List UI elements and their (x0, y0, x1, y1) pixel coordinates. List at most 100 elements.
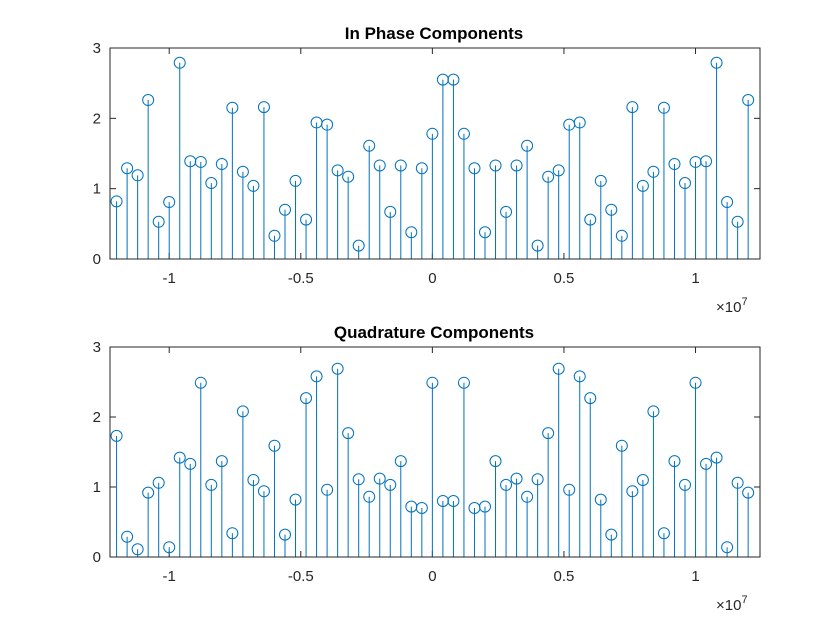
in-phase-stem-marker (605, 203, 618, 216)
quadrature-y-tick-label: 2 (93, 409, 101, 426)
in-phase-stem-marker (352, 239, 365, 252)
quadrature-stem-marker (742, 486, 755, 499)
in-phase-stem-marker (373, 159, 386, 172)
quadrature-stem-marker (657, 527, 670, 540)
quadrature-stem-marker (710, 451, 723, 464)
in-phase-stem-marker (415, 162, 428, 175)
in-phase-stem-marker (721, 196, 734, 209)
quadrature-stem-marker (310, 370, 323, 383)
in-phase-y-tick-label: 3 (93, 40, 101, 57)
in-phase-stem-marker (405, 226, 418, 239)
in-phase-x-exponent: ×107 (716, 296, 748, 316)
in-phase-stem-marker (647, 165, 660, 178)
quadrature-stem-marker (215, 455, 228, 468)
in-phase-y-tick-label: 1 (93, 181, 101, 198)
in-phase-stem-marker (321, 118, 334, 131)
quadrature-stem-marker (531, 473, 544, 486)
in-phase-stem-marker (342, 170, 355, 183)
in-phase-stem-marker (742, 94, 755, 107)
in-phase-x-exponent-power: 7 (741, 296, 747, 308)
quadrature-stem-marker (300, 392, 313, 405)
in-phase-stem-marker (584, 213, 597, 226)
in-phase-stem-marker (394, 159, 407, 172)
in-phase-x-tick-label: 0.5 (554, 270, 575, 287)
in-phase-stem-marker (426, 127, 439, 140)
quadrature-stem-marker (679, 478, 691, 491)
in-phase-y-tick-label: 2 (93, 110, 101, 127)
quadrature-stem-marker (668, 455, 681, 468)
quadrature-stem-marker (279, 528, 291, 541)
quadrature-stem-marker (552, 362, 565, 375)
in-phase-stem-marker (447, 73, 460, 86)
quadrature-stem-marker (194, 376, 207, 389)
quadrature-stem-marker (173, 451, 186, 464)
in-phase-stem-marker (131, 169, 144, 182)
in-phase-stem-marker (521, 139, 534, 152)
in-phase-stem-marker (226, 101, 239, 114)
in-phase-stem-marker (331, 164, 344, 177)
quadrature-x-tick-label: 1 (691, 568, 699, 585)
in-phase-x-tick-label: -0.5 (288, 270, 314, 287)
in-phase-y-tick-labels: 0 1 2 3 (93, 40, 101, 268)
quadrature-stem-marker (289, 493, 302, 506)
in-phase-stem-marker (615, 229, 628, 242)
quadrature-y-tick-label: 1 (93, 479, 101, 496)
quadrature-stem-marker (731, 476, 744, 489)
in-phase-stem-marker (163, 196, 176, 209)
in-phase-subplot: In Phase Components 0 1 2 3 -1 -0.5 0 0.5 1 ×10… (93, 24, 761, 316)
quadrature-stems (110, 362, 755, 557)
in-phase-stem-marker (668, 158, 681, 171)
quadrature-x-tick-label: 0.5 (554, 568, 575, 585)
quadrature-x-tick-label: 0 (428, 568, 436, 585)
in-phase-stem-marker (731, 215, 744, 228)
quadrature-stem-marker (584, 392, 597, 405)
in-phase-stem-marker (500, 205, 513, 218)
quadrature-stem-marker (384, 478, 397, 491)
in-phase-stem-marker (300, 213, 313, 226)
in-phase-x-tick-labels: -1 -0.5 0 0.5 1 (163, 270, 700, 287)
quadrature-x-tick-label: -0.5 (288, 568, 314, 585)
quadrature-stem-marker (563, 483, 576, 496)
in-phase-stem-marker (236, 165, 249, 178)
quadrature-stem-marker (268, 439, 281, 452)
in-phase-stems (110, 56, 755, 259)
quadrature-stem-marker (394, 455, 407, 468)
in-phase-stem-marker (247, 179, 260, 192)
quadrature-axes-box (109, 346, 761, 558)
quadrature-stem-marker (457, 376, 470, 389)
quadrature-stem-marker (352, 473, 365, 486)
in-phase-stem-marker (657, 101, 670, 114)
in-phase-x-tick-label: 1 (691, 270, 699, 287)
quadrature-stem-marker (426, 376, 439, 389)
quadrature-stem-marker (342, 427, 355, 440)
quadrature-stem-marker (257, 485, 270, 498)
quadrature-stem-marker (500, 478, 513, 491)
quadrature-stem-marker (489, 455, 502, 468)
in-phase-stem-marker (479, 226, 491, 239)
in-phase-x-exponent-base: ×10 (716, 299, 741, 316)
quadrature-stem-marker (521, 490, 534, 503)
quadrature-x-exponent-power: 7 (741, 594, 747, 606)
in-phase-stem-marker (257, 101, 270, 114)
quadrature-title: Quadrature Components (334, 323, 534, 342)
quadrature-stem-marker (226, 527, 239, 540)
in-phase-x-tick-label: -1 (163, 270, 176, 287)
quadrature-stem-marker (626, 485, 639, 498)
quadrature-stem-marker (510, 472, 523, 485)
in-phase-stem-marker (142, 94, 155, 107)
quadrature-stem-marker (605, 528, 618, 541)
in-phase-stem-marker (636, 179, 649, 192)
quadrature-stem-marker (447, 495, 460, 507)
quadrature-stem-marker (721, 541, 734, 554)
in-phase-stem-marker (510, 159, 523, 172)
in-phase-stem-marker (679, 177, 691, 190)
in-phase-stem-marker (205, 177, 218, 190)
quadrature-stem-marker (321, 483, 334, 496)
in-phase-stem-marker (173, 56, 186, 69)
in-phase-stem-marker (710, 56, 723, 69)
quadrature-stem-marker (205, 478, 218, 491)
quadrature-stem-marker (415, 502, 428, 514)
quadrature-stem-marker (700, 457, 713, 470)
in-phase-stem-marker (268, 229, 281, 242)
